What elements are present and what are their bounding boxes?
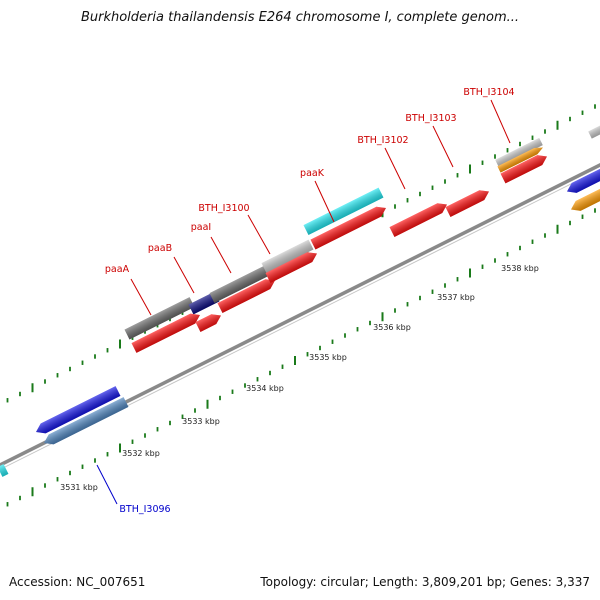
accession-label: Accession: NC_007651 bbox=[9, 575, 146, 589]
gene-label: BTH_I3102 bbox=[357, 135, 408, 146]
scale-label-layer: 3531 kbp 3532 kbp 3533 kbp 3534 kbp 3535 kbp… bbox=[60, 264, 539, 492]
feature-paaA-gray-shade bbox=[124, 297, 195, 340]
inner-tick-row bbox=[6, 208, 596, 507]
feature-edge-cyan bbox=[0, 464, 9, 477]
scale-label: 3537 kbp bbox=[437, 293, 475, 302]
feature-BTH_I3096-shade bbox=[44, 397, 129, 445]
gene-label: BTH_I3104 bbox=[463, 87, 514, 98]
feature-edge-blue bbox=[567, 167, 600, 193]
scale-label: 3531 kbp bbox=[60, 483, 98, 492]
scale-label: 3535 kbp bbox=[309, 353, 347, 362]
feature-lightgray bbox=[261, 239, 314, 273]
feature-edge-gray bbox=[588, 123, 600, 139]
gene-label: paaA bbox=[105, 264, 130, 275]
feature-BTH_I3104-gray bbox=[495, 137, 543, 168]
feature-BTH_I3100-gray bbox=[209, 264, 272, 303]
feature-edge-orange bbox=[571, 187, 600, 211]
label-leader-lines bbox=[96, 99, 511, 505]
feature-BTH_I3103 bbox=[445, 190, 489, 217]
gene-label: BTH_I3103 bbox=[405, 113, 456, 124]
chromosome-backbone bbox=[0, 163, 600, 471]
gene-label: BTH_I3096 bbox=[119, 504, 170, 515]
feature-BTH_I3103-shade bbox=[445, 190, 489, 217]
feature-edge-orange-shade bbox=[571, 187, 600, 211]
feature-BTH_I3104-shade bbox=[500, 155, 547, 184]
scale-label: 3532 kbp bbox=[122, 449, 160, 458]
gene-label: paaI bbox=[191, 222, 211, 233]
feature-paaK bbox=[310, 206, 386, 250]
feature-BTH_I3100-gray-shade bbox=[209, 264, 272, 303]
feature-BTH_I3100 bbox=[265, 252, 317, 283]
feature-BTH_I3104 bbox=[500, 155, 547, 184]
genome-stats-label: Topology: circular; Length: 3,809,201 bp… bbox=[260, 575, 590, 589]
feature-lightgray-shade bbox=[261, 239, 314, 273]
label-leader bbox=[247, 214, 271, 255]
feature-BTH_I3104-gray-shade bbox=[495, 137, 543, 168]
feature-BTH_I3095 bbox=[36, 386, 121, 434]
feature-paaA bbox=[131, 313, 200, 353]
label-leader bbox=[210, 236, 232, 274]
label-leader bbox=[314, 180, 335, 223]
feature-BTH_I3102 bbox=[389, 203, 447, 237]
scale-label: 3536 kbp bbox=[373, 323, 411, 332]
label-leader bbox=[490, 99, 511, 144]
feature-BTH_I3096 bbox=[44, 397, 129, 445]
feature-edge-blue-shade bbox=[567, 167, 600, 193]
feature-paaB bbox=[195, 314, 221, 332]
feature-edge-gray-shade bbox=[588, 123, 600, 139]
gene-label-layer: paaA paaB paaI BTH_I3100 paaK BTH_I3102 BTH_I3… bbox=[105, 87, 515, 515]
gene-label: paaK bbox=[300, 168, 325, 179]
scale-label: 3533 kbp bbox=[182, 417, 220, 426]
label-leader bbox=[432, 125, 454, 168]
label-leader bbox=[130, 278, 152, 316]
feature-edge-cyan-shade bbox=[0, 464, 9, 477]
feature-paaK-cyan bbox=[303, 187, 384, 235]
feature-paaB-shade bbox=[195, 314, 221, 332]
feature-paaK-shade bbox=[310, 206, 386, 250]
label-leader bbox=[173, 256, 195, 294]
feature-paaA-gray bbox=[124, 297, 195, 340]
label-leader bbox=[96, 464, 118, 505]
gene-label: paaB bbox=[148, 243, 172, 254]
feature-BTH_I3102-shade bbox=[389, 203, 447, 237]
feature-paaK-cyan-shade bbox=[303, 187, 384, 235]
feature-track bbox=[0, 123, 600, 477]
scale-label: 3538 kbp bbox=[501, 264, 539, 273]
feature-paaI-shade bbox=[217, 279, 275, 313]
feature-BTH_I3104-orange bbox=[497, 147, 543, 173]
feature-paaA-shade bbox=[131, 313, 200, 353]
scale-label: 3534 kbp bbox=[246, 384, 284, 393]
feature-BTH_I3104-orange-shade bbox=[497, 147, 543, 173]
label-leader bbox=[384, 147, 406, 190]
feature-BTH_I3100-shade bbox=[265, 252, 317, 283]
gene-label: BTH_I3100 bbox=[198, 203, 249, 214]
map-title: Burkholderia thailandensis E264 chromoso… bbox=[80, 10, 520, 25]
feature-BTH_I3095-shade bbox=[36, 386, 121, 434]
feature-paaI bbox=[217, 279, 275, 313]
